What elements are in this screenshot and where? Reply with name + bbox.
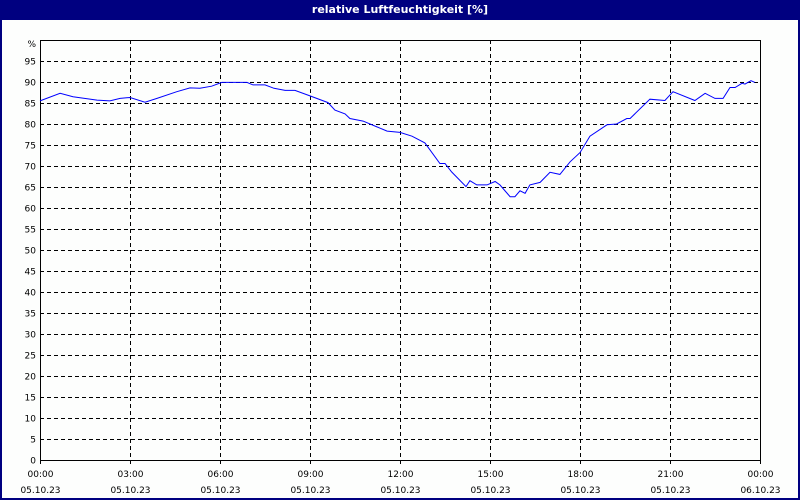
y-tick-label: 80 (25, 121, 37, 131)
y-tick-label: 0 (30, 457, 36, 467)
x-tick-time: 12:00 (388, 470, 414, 480)
y-tick-label: 50 (25, 247, 37, 257)
x-tick-date: 05.10.23 (380, 486, 420, 496)
y-unit-label: % (27, 40, 36, 50)
y-tick-label: 70 (25, 163, 37, 173)
x-tick-date: 05.10.23 (20, 486, 60, 496)
y-tick-label: 45 (25, 268, 36, 278)
y-tick-label: 40 (25, 289, 37, 299)
y-tick-label: 15 (25, 394, 36, 404)
x-tick-date: 05.10.23 (470, 486, 510, 496)
y-tick-label: 30 (25, 331, 37, 341)
y-tick-label: 90 (25, 79, 37, 89)
x-tick-date: 05.10.23 (200, 486, 240, 496)
y-tick-label: 5 (30, 436, 36, 446)
x-tick-time: 09:00 (298, 470, 324, 480)
y-tick-label: 85 (25, 100, 36, 110)
x-tick-time: 00:00 (28, 470, 54, 480)
y-tick-label: 25 (25, 352, 36, 362)
y-tick-label: 65 (25, 184, 36, 194)
x-tick-time: 15:00 (478, 470, 504, 480)
y-tick-label: 35 (25, 310, 36, 320)
x-tick-time: 03:00 (118, 470, 144, 480)
x-tick-date: 05.10.23 (650, 486, 690, 496)
plot-frame (40, 40, 761, 461)
y-tick-label: 10 (25, 415, 37, 425)
y-tick-label: 20 (25, 373, 37, 383)
chart-title: relative Luftfeuchtigkeit [%] (311, 3, 489, 16)
x-tick-date: 06.10.23 (740, 486, 780, 496)
humidity-series-line (39, 80, 756, 198)
x-tick-date: 05.10.23 (110, 486, 150, 496)
y-tick-label: 95 (25, 58, 36, 68)
x-tick-date: 05.10.23 (290, 486, 330, 496)
x-tick-date: 05.10.23 (560, 486, 600, 496)
x-tick-time: 18:00 (568, 470, 594, 480)
y-tick-label: 60 (25, 205, 37, 215)
x-tick-time: 00:00 (748, 470, 774, 480)
y-tick-label: 55 (25, 226, 36, 236)
y-tick-label: 75 (25, 142, 36, 152)
x-tick-time: 06:00 (208, 470, 234, 480)
x-tick-time: 21:00 (658, 470, 684, 480)
